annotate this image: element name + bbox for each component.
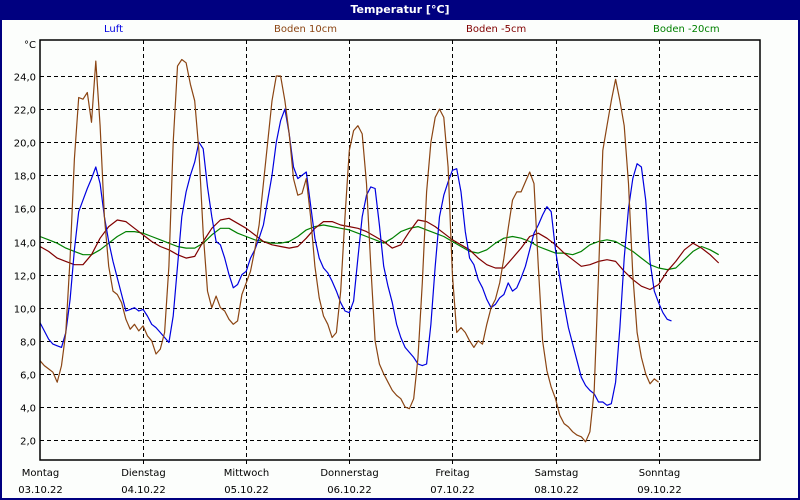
x-day-label: Mittwoch [224, 468, 269, 479]
x-date-label: 06.10.22 [327, 485, 372, 496]
y-tick-label: 10,0 [14, 305, 36, 316]
y-tick-label: 2,0 [20, 437, 36, 448]
y-tick-label: 14,0 [14, 239, 36, 250]
y-tick-label: 12,0 [14, 272, 36, 283]
legend-boden-10cm: Boden 10cm [274, 24, 337, 35]
plot-border [39, 39, 761, 461]
y-axis-ticks: 2,0 4,0 6,0 8,0 10,0 12,0 14,0 16,0 18,0 20,0 22,0… [14, 73, 36, 448]
x-day-label: Sonntag [639, 468, 681, 479]
x-date-label: 04.10.22 [121, 485, 166, 496]
x-date-label: 07.10.22 [430, 485, 475, 496]
y-tick-label: 16,0 [14, 205, 36, 216]
chart-title: Temperatur [°C] [0, 0, 800, 20]
y-unit-label: °C [24, 40, 36, 51]
legend-boden-minus-20cm: Boden -20cm [653, 24, 720, 35]
series-line-boden--20cm [39, 224, 719, 271]
x-day-label: Donnerstag [320, 468, 378, 479]
x-day-label: Freitag [435, 468, 469, 479]
series-line-luft [39, 108, 672, 406]
legend-luft: Luft [104, 24, 123, 35]
x-day-label: Samstag [535, 468, 579, 479]
x-date-label: 05.10.22 [224, 485, 269, 496]
y-tick-label: 22,0 [14, 106, 36, 117]
y-tick-label: 8,0 [20, 338, 36, 349]
x-date-label: 09.10.22 [637, 485, 682, 496]
y-tick-label: 6,0 [20, 371, 36, 382]
series-line-boden--5cm [39, 217, 720, 291]
y-tick-label: 20,0 [14, 139, 36, 150]
y-tick-label: 18,0 [14, 172, 36, 183]
x-day-label: Montag [22, 468, 59, 479]
y-tick-label: 24,0 [14, 73, 36, 84]
legend-boden-minus-5cm: Boden -5cm [466, 24, 527, 35]
x-date-label: 03.10.22 [18, 485, 63, 496]
grid-lines [40, 40, 760, 466]
x-axis-labels: Montag 03.10.22 Dienstag 04.10.22 Mittwoch 05… [18, 468, 682, 496]
data-series [39, 58, 720, 443]
x-date-label: 08.10.22 [534, 485, 579, 496]
y-tick-label: 4,0 [20, 404, 36, 415]
x-day-label: Dienstag [121, 468, 166, 479]
series-line-boden-10cm [39, 58, 659, 443]
